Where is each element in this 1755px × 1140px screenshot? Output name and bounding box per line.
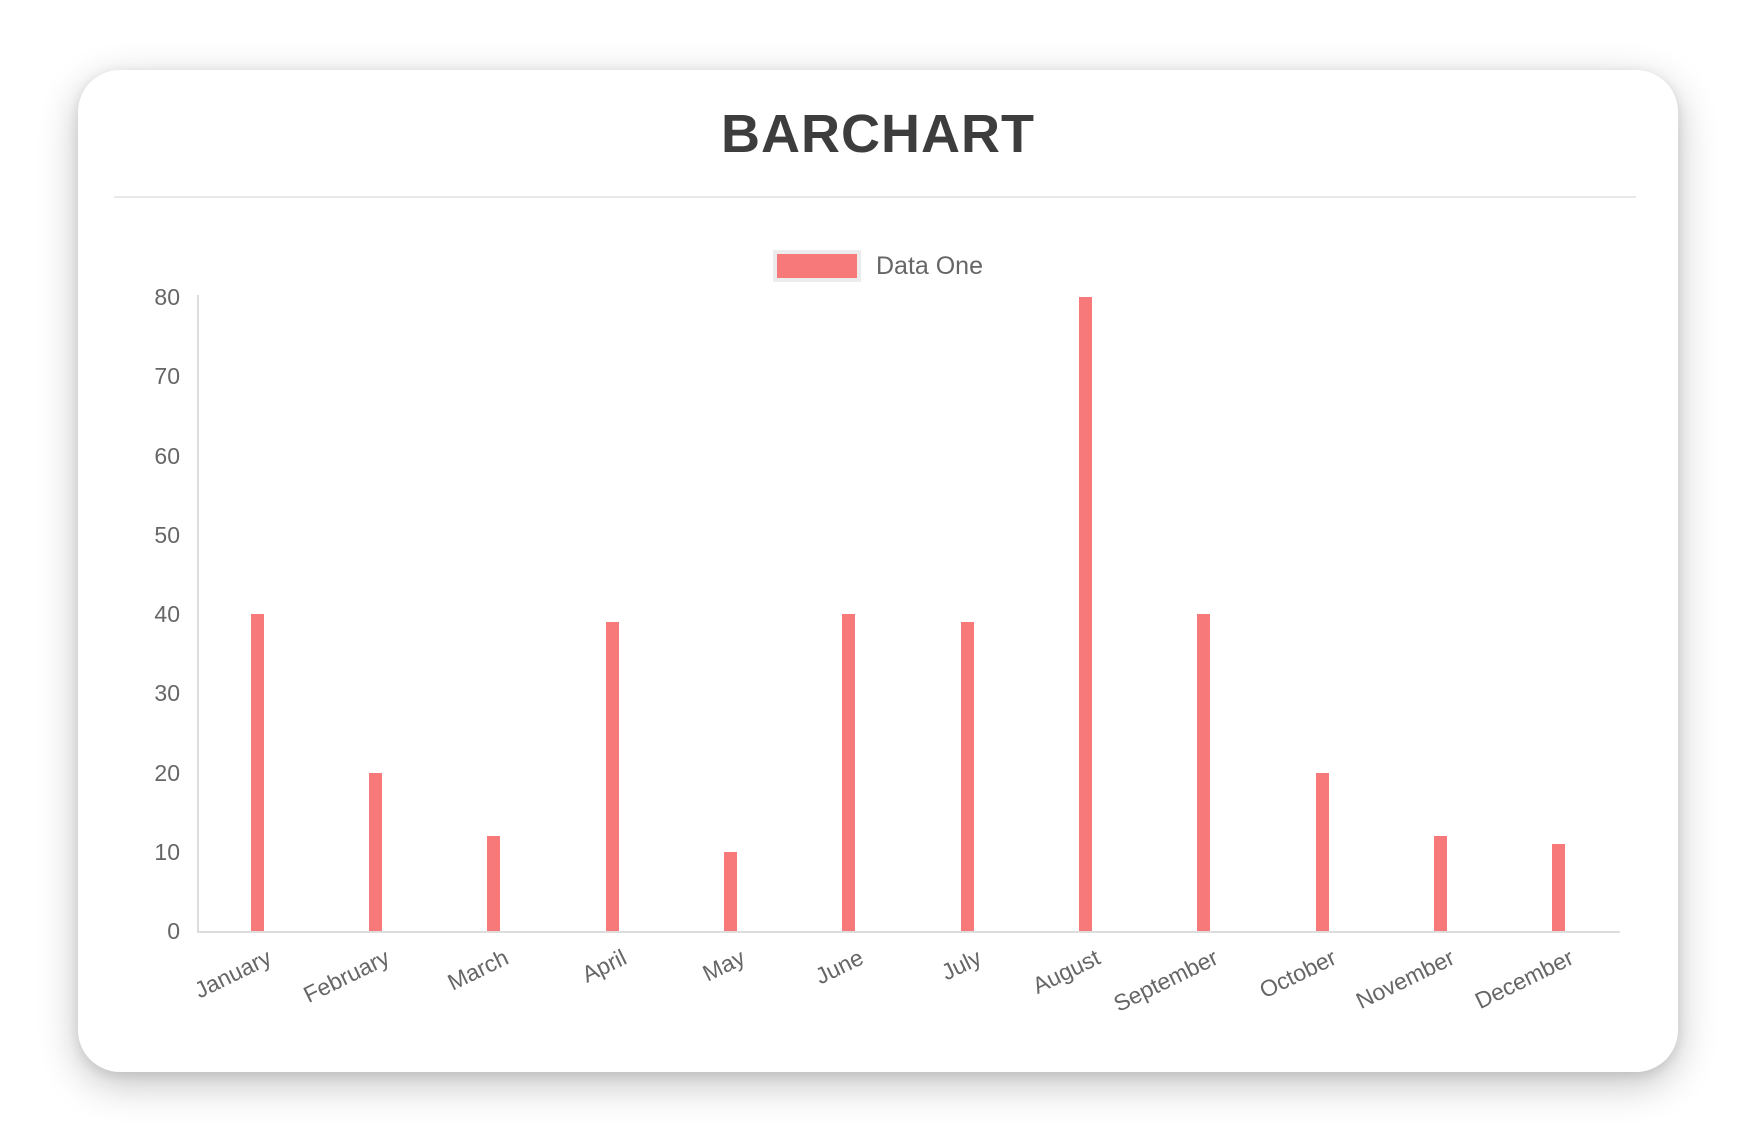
legend: Data One [78, 250, 1678, 282]
legend-item-data-one[interactable]: Data One [772, 250, 983, 282]
legend-swatch-icon [772, 250, 861, 282]
title-divider [114, 196, 1636, 198]
chart-title: BARCHART [721, 104, 1035, 164]
chart-card: BARCHART Data One [78, 70, 1678, 1072]
legend-label: Data One [875, 251, 983, 280]
